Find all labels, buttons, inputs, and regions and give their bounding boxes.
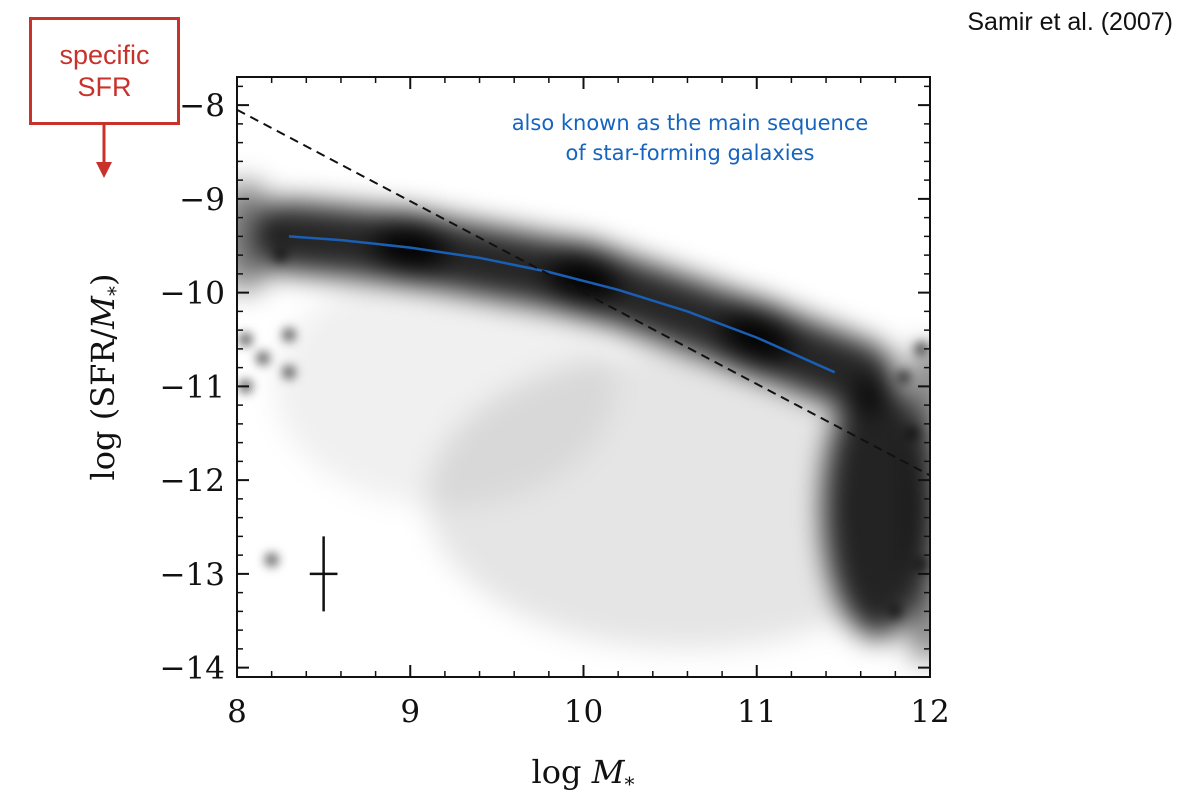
y-tick-label: −14 [160, 651, 225, 687]
callout-line-1: specific [59, 40, 150, 70]
density-low-mass-blob [237, 181, 276, 292]
density-speckle [255, 351, 270, 366]
density-speckle [273, 248, 288, 263]
specific-sfr-callout: specific SFR [29, 17, 180, 125]
x-tick-label: 10 [564, 694, 603, 730]
density-speckle [264, 552, 279, 567]
density-speckle [238, 332, 253, 347]
y-tick-label: −8 [179, 88, 225, 124]
y-tick-label: −11 [160, 369, 225, 405]
y-tick-label: −13 [160, 557, 225, 593]
ticks-layer: 8 9 10 11 12 −8 −9 −10 −11 −12 −13 −14 [160, 77, 950, 730]
citation-text: Samir et al. (2007) [967, 8, 1173, 36]
main-sequence-line [288, 235, 836, 374]
x-tick-label: 8 [227, 694, 247, 730]
y-tick-label: −10 [160, 276, 225, 312]
density-speckle [914, 557, 929, 572]
dashed-reference-line [236, 108, 931, 477]
density-speckle [888, 604, 903, 619]
density-speckle [897, 370, 912, 384]
density-cloud [274, 266, 615, 507]
x-axis-label: log M* [532, 753, 635, 796]
x-tick-label: 9 [400, 694, 420, 730]
x-tick-label: 11 [737, 694, 776, 730]
y-axis-label: log (SFR/M*) [84, 274, 127, 481]
y-tick-label: −9 [179, 182, 225, 218]
main-sequence-annotation: also known as the main sequence of star-… [440, 108, 940, 168]
density-speckle [281, 365, 296, 380]
annotation-line-2: of star-forming galaxies [565, 141, 815, 165]
density-speckle [914, 341, 929, 356]
series-layer [236, 108, 931, 612]
density-heatmap [237, 82, 930, 659]
callout-line-2: SFR [77, 72, 132, 102]
density-speckle [281, 327, 296, 342]
x-tick-label: 12 [910, 694, 949, 730]
density-quenched-blob [823, 378, 930, 639]
density-speckle [905, 426, 920, 441]
callout-arrow-head [96, 162, 112, 178]
density-edge [912, 348, 930, 659]
annotation-backdrop [352, 82, 912, 168]
annotation-line-1: also known as the main sequence [511, 111, 869, 135]
y-tick-label: −12 [160, 463, 225, 499]
